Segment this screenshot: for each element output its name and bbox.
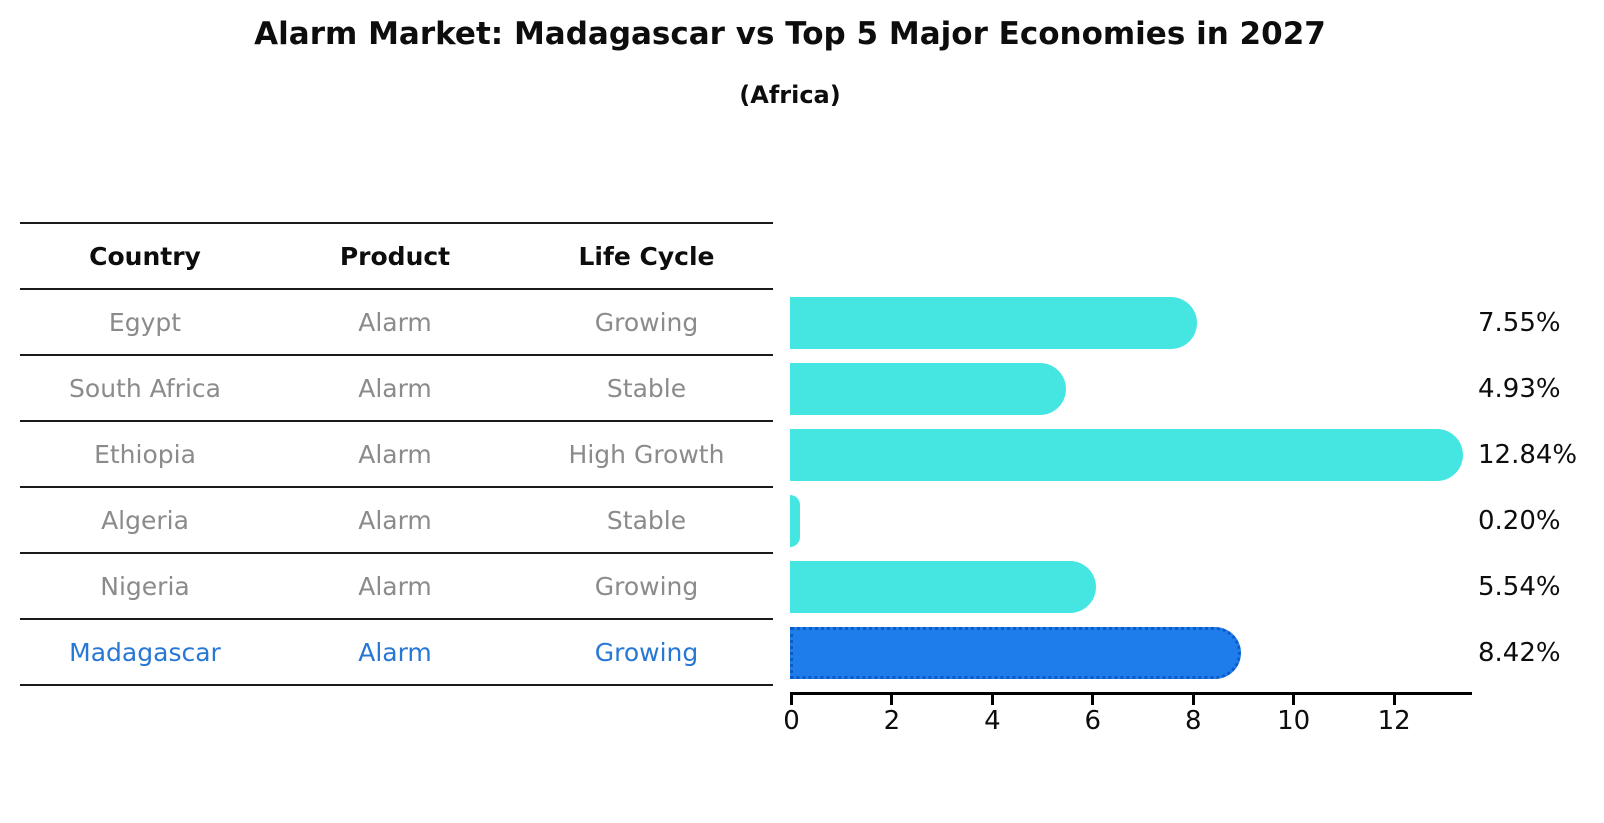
table-row: South Africa Alarm Stable [20,356,773,422]
cell-product: Alarm [358,505,432,535]
cell-life-cycle: Growing [594,571,699,601]
x-axis: 0 2 4 6 8 10 12 [783,692,1472,736]
column-header-life-cycle: Life Cycle [578,241,715,271]
bar-slot [790,554,1470,620]
bar-slot [790,290,1470,356]
cell-country: Ethiopia [94,439,196,469]
cell-life-cycle: Growing [594,307,699,337]
x-axis-tick-label: 12 [1377,706,1411,736]
x-axis-tick-label: 6 [1084,706,1102,736]
cell-country: Madagascar [69,637,221,667]
value-label: 8.42% [1478,638,1561,668]
table-header-row: Country Product Life Cycle [20,222,773,290]
x-axis-tick-mark [1392,695,1396,705]
value-label-column: 7.55% 4.93% 12.84% 0.20% 5.54% 8.42% [1478,290,1604,686]
value-label: 4.93% [1478,374,1561,404]
cell-life-cycle: Growing [594,637,699,667]
x-axis-tick-mark [1292,695,1296,705]
table-row: Nigeria Alarm Growing [20,554,773,620]
x-axis-tick-label: 4 [984,706,1001,736]
value-label: 0.20% [1478,506,1561,536]
x-axis-tick-mark [890,695,894,705]
x-axis-tick-label: 10 [1277,706,1311,736]
cell-product: Alarm [358,373,432,403]
bar-plot-area [790,290,1470,686]
cell-country: Algeria [101,505,189,535]
chart-title: Alarm Market: Madagascar vs Top 5 Major … [254,16,1326,52]
bar-slot [790,422,1470,488]
x-axis-tick-mark [1091,695,1095,705]
table-row: Algeria Alarm Stable [20,488,773,554]
x-axis-tick-mark [790,695,793,705]
comparison-table: Country Product Life Cycle Egypt Alarm Gro… [20,222,773,686]
table-row: Madagascar Alarm Growing [20,620,773,686]
x-axis-line [790,692,1472,695]
x-axis-tick-mark [990,695,994,705]
table-row: Ethiopia Alarm High Growth [20,422,773,488]
bar-algeria [790,495,800,547]
value-label: 5.54% [1478,572,1561,602]
bar-slot [790,356,1470,422]
value-label: 7.55% [1478,308,1561,338]
column-header-country: Country [89,241,201,271]
cell-life-cycle: Stable [606,505,687,535]
cell-product: Alarm [358,571,432,601]
bar-slot [790,620,1470,686]
x-axis-tick-label: 0 [783,706,800,736]
bar-nigeria [790,561,1097,613]
cell-country: Nigeria [100,571,190,601]
cell-product: Alarm [358,637,432,667]
cell-life-cycle: High Growth [568,439,725,469]
bar-ethiopia [790,429,1463,481]
bar-slot [790,488,1470,554]
value-label: 12.84% [1478,440,1578,470]
table-row: Egypt Alarm Growing [20,290,773,356]
cell-product: Alarm [358,307,432,337]
bar-egypt [790,297,1198,349]
x-axis-tick-mark [1191,695,1195,705]
chart-subtitle: (Africa) [739,81,841,109]
bar-highlight-madagascar [790,627,1241,679]
x-axis-tick-label: 8 [1185,706,1202,736]
cell-country: South Africa [69,373,221,403]
x-axis-tick-label: 2 [883,706,901,736]
bar-south-africa [790,363,1066,415]
cell-product: Alarm [358,439,432,469]
column-header-product: Product [339,241,451,271]
cell-life-cycle: Stable [606,373,687,403]
table-body: Egypt Alarm Growing South Africa Alarm Stable… [20,290,773,686]
cell-country: Egypt [108,307,182,337]
